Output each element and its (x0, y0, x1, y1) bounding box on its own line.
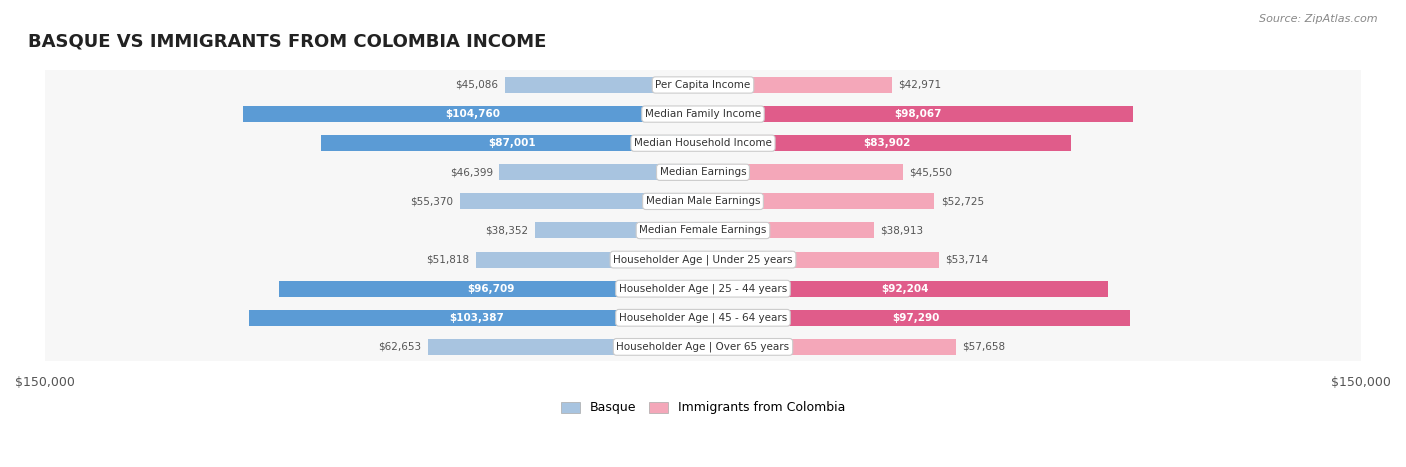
Text: Source: ZipAtlas.com: Source: ZipAtlas.com (1260, 14, 1378, 24)
Bar (703, 222, 873, 239)
Text: Householder Age | Under 25 years: Householder Age | Under 25 years (613, 255, 793, 265)
Text: $51,818: $51,818 (426, 255, 470, 265)
Text: Householder Age | 45 - 64 years: Householder Age | 45 - 64 years (619, 312, 787, 323)
Text: Householder Age | 25 - 44 years: Householder Age | 25 - 44 years (619, 283, 787, 294)
Bar (703, 310, 1130, 326)
Text: $45,550: $45,550 (910, 167, 952, 177)
Bar (703, 281, 1108, 297)
Text: $45,086: $45,086 (456, 80, 499, 90)
Text: $57,658: $57,658 (963, 342, 1005, 352)
Bar (703, 135, 1071, 151)
Text: $38,352: $38,352 (485, 226, 529, 235)
Text: $104,760: $104,760 (446, 109, 501, 119)
Bar (45, 303, 1361, 333)
Text: BASQUE VS IMMIGRANTS FROM COLOMBIA INCOME: BASQUE VS IMMIGRANTS FROM COLOMBIA INCOM… (28, 33, 547, 51)
Bar (703, 252, 939, 268)
Bar (460, 193, 703, 209)
Bar (703, 106, 1133, 122)
Bar (703, 77, 891, 93)
Text: Median Earnings: Median Earnings (659, 167, 747, 177)
Bar (45, 274, 1361, 303)
Bar (45, 187, 1361, 216)
Text: $46,399: $46,399 (450, 167, 494, 177)
Text: $62,653: $62,653 (378, 342, 422, 352)
Legend: Basque, Immigrants from Colombia: Basque, Immigrants from Colombia (555, 396, 851, 419)
Text: Median Male Earnings: Median Male Earnings (645, 197, 761, 206)
Text: $53,714: $53,714 (945, 255, 988, 265)
Text: $92,204: $92,204 (882, 283, 929, 294)
Text: Householder Age | Over 65 years: Householder Age | Over 65 years (616, 342, 790, 352)
Bar (475, 252, 703, 268)
Bar (703, 164, 903, 180)
Text: $98,067: $98,067 (894, 109, 942, 119)
Bar (243, 106, 703, 122)
Bar (45, 216, 1361, 245)
Text: $42,971: $42,971 (898, 80, 941, 90)
Bar (499, 164, 703, 180)
Text: $52,725: $52,725 (941, 197, 984, 206)
Bar (322, 135, 703, 151)
Bar (45, 99, 1361, 128)
Text: Median Household Income: Median Household Income (634, 138, 772, 148)
Text: $38,913: $38,913 (880, 226, 924, 235)
Text: Median Family Income: Median Family Income (645, 109, 761, 119)
Bar (45, 333, 1361, 361)
Bar (45, 128, 1361, 158)
Bar (278, 281, 703, 297)
Bar (45, 71, 1361, 99)
Text: Median Female Earnings: Median Female Earnings (640, 226, 766, 235)
Text: $87,001: $87,001 (488, 138, 536, 148)
Bar (703, 339, 956, 355)
Bar (703, 193, 935, 209)
Bar (45, 158, 1361, 187)
Bar (45, 245, 1361, 274)
Bar (429, 339, 703, 355)
Bar (249, 310, 703, 326)
Text: $97,290: $97,290 (893, 313, 941, 323)
Text: $103,387: $103,387 (449, 313, 503, 323)
Text: $96,709: $96,709 (467, 283, 515, 294)
Text: $55,370: $55,370 (411, 197, 454, 206)
Bar (534, 222, 703, 239)
Text: Per Capita Income: Per Capita Income (655, 80, 751, 90)
Bar (505, 77, 703, 93)
Text: $83,902: $83,902 (863, 138, 911, 148)
